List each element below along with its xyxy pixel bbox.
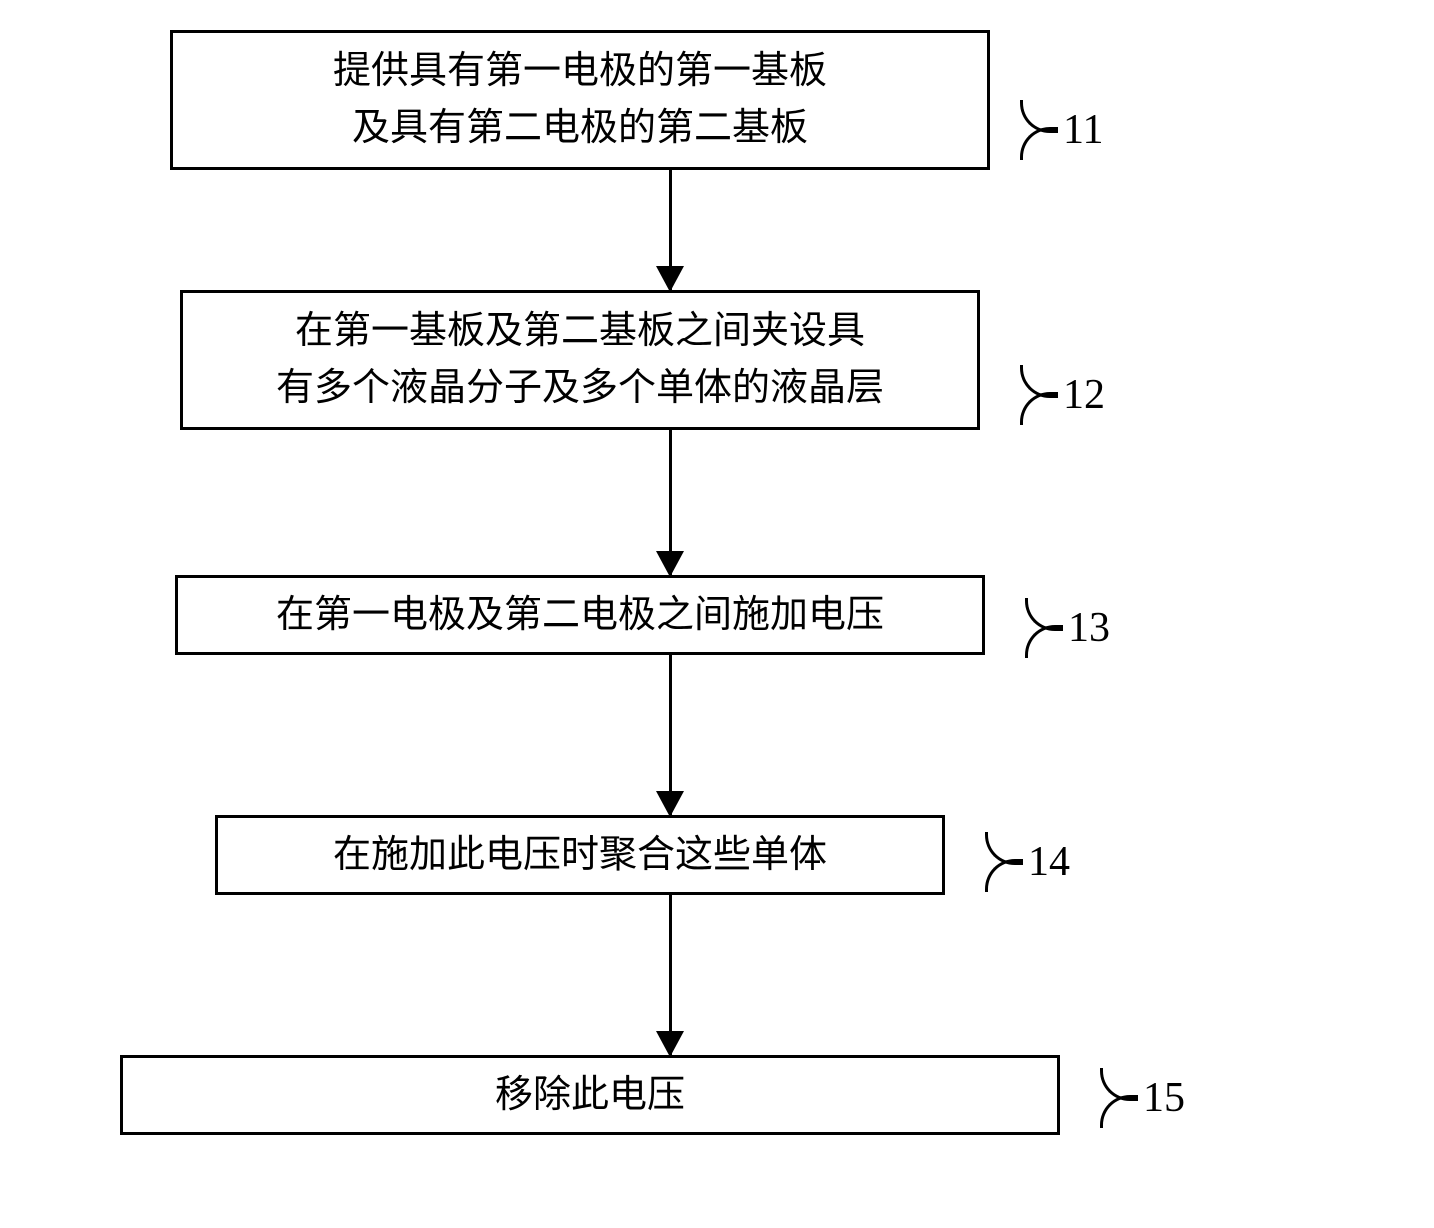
- step-label-1: 11: [1020, 100, 1103, 160]
- arrow-2: [669, 430, 672, 575]
- connector-curve-icon: [1020, 100, 1055, 160]
- step-label-5-text: 15: [1143, 1074, 1185, 1122]
- step-box-1: 提供具有第一电极的第一基板 及具有第二电极的第二基板: [170, 30, 990, 170]
- step-4-line-1: 在施加此电压时聚合这些单体: [333, 827, 827, 884]
- step-2-line-1: 在第一基板及第二基板之间夹设具: [295, 303, 865, 360]
- step-3-line-1: 在第一电极及第二电极之间施加电压: [276, 587, 884, 644]
- flowchart-container: 提供具有第一电极的第一基板 及具有第二电极的第二基板 11 在第一基板及第二基板…: [120, 30, 1220, 1135]
- arrow-1: [669, 170, 672, 290]
- step-1-line-1: 提供具有第一电极的第一基板: [333, 43, 827, 100]
- step-box-3: 在第一电极及第二电极之间施加电压: [175, 575, 985, 655]
- connector-curve-icon: [1020, 365, 1055, 425]
- step-box-4: 在施加此电压时聚合这些单体: [215, 815, 945, 895]
- step-label-4: 14: [985, 832, 1070, 892]
- step-label-2: 12: [1020, 365, 1105, 425]
- step-label-1-text: 11: [1063, 106, 1103, 154]
- step-1-line-2: 及具有第二电极的第二基板: [352, 100, 808, 157]
- arrow-4: [669, 895, 672, 1055]
- step-label-3: 13: [1025, 598, 1110, 658]
- step-label-4-text: 14: [1028, 838, 1070, 886]
- step-label-2-text: 12: [1063, 371, 1105, 419]
- step-box-5: 移除此电压: [120, 1055, 1060, 1135]
- connector-curve-icon: [1025, 598, 1060, 658]
- arrow-3: [669, 655, 672, 815]
- step-5-line-1: 移除此电压: [495, 1067, 685, 1124]
- connector-curve-icon: [1100, 1068, 1135, 1128]
- step-label-5: 15: [1100, 1068, 1185, 1128]
- connector-curve-icon: [985, 832, 1020, 892]
- step-2-line-2: 有多个液晶分子及多个单体的液晶层: [276, 360, 884, 417]
- step-box-2: 在第一基板及第二基板之间夹设具 有多个液晶分子及多个单体的液晶层: [180, 290, 980, 430]
- step-label-3-text: 13: [1068, 604, 1110, 652]
